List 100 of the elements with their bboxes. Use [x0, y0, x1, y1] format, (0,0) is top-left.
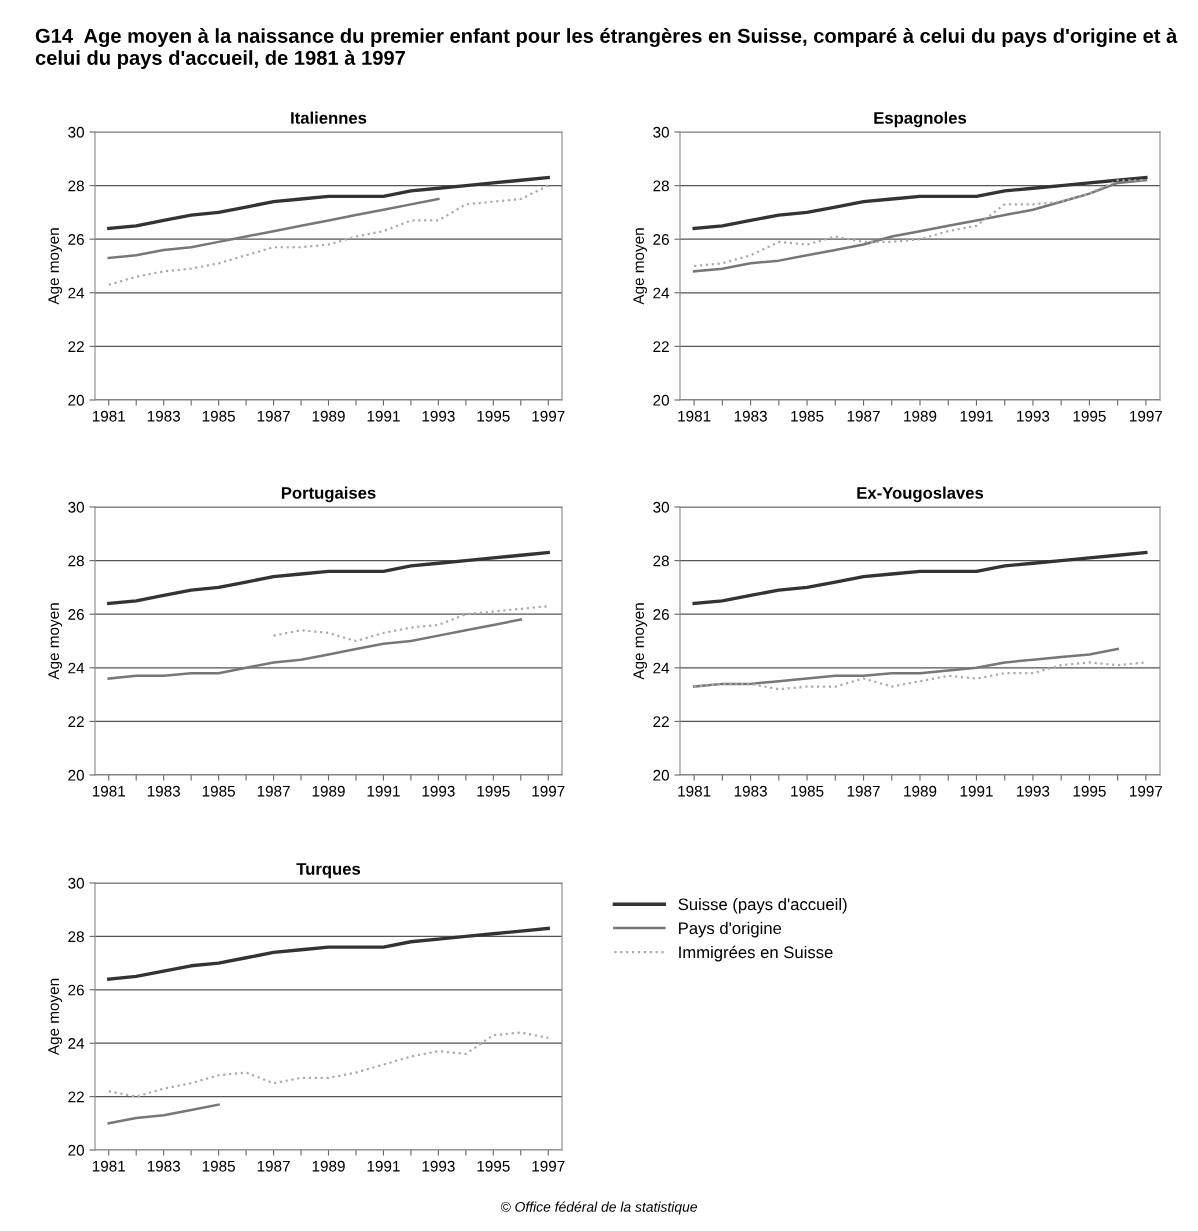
chart-title: Portugaises: [281, 486, 376, 503]
y-tick-label: 24: [68, 662, 85, 674]
x-tick-label: 1985: [791, 785, 824, 797]
y-tick-label: 20: [653, 769, 669, 781]
y-tick-label: 20: [68, 1144, 84, 1156]
x-tick-label: 1993: [1017, 410, 1050, 422]
y-axis-title: Age moyen: [633, 228, 648, 305]
y-tick-label: 24: [653, 662, 670, 674]
x-tick-label: 1981: [92, 785, 125, 797]
y-tick-label: 26: [68, 609, 84, 620]
line-series: [107, 1031, 550, 1098]
line-series: [107, 550, 550, 606]
y-tick-label: 28: [68, 931, 84, 943]
y-tick-label: 28: [653, 555, 669, 567]
line-series: [107, 197, 440, 260]
x-tick-label: 1981: [92, 410, 125, 422]
x-tick-label: 1981: [678, 410, 711, 422]
y-tick-label: 26: [653, 234, 669, 245]
chart-title: Italiennes: [291, 111, 367, 124]
y-tick-label: 24: [68, 287, 85, 299]
line-series: [693, 661, 1147, 691]
x-tick-label: 1993: [422, 785, 455, 797]
legend-label: Pays d'origine: [679, 921, 782, 938]
line-series: [692, 647, 1119, 688]
x-tick-label: 1989: [312, 410, 345, 422]
y-tick-label: 22: [653, 716, 669, 727]
x-tick-label: 1983: [147, 1160, 180, 1172]
y-axis-title: Age moyen: [48, 603, 63, 680]
x-tick-label: 1997: [532, 785, 565, 797]
x-tick-label: 1995: [477, 785, 510, 797]
y-tick-label: 30: [68, 877, 84, 889]
y-tick-label: 20: [68, 769, 84, 781]
x-tick-label: 1983: [734, 410, 767, 422]
y-tick-label: 24: [653, 287, 670, 299]
line-series: [692, 175, 1148, 231]
line-series: [692, 550, 1148, 606]
x-tick-label: 1993: [422, 1160, 455, 1172]
text: G14 Age moyen à la naissance du premier enfant pour les étrangères en Suisse, comparé à celui du pays d'origine et à celui du pays d'accueil, de 1981 à 1997: [35, 28, 1178, 69]
line-series: [107, 1103, 220, 1125]
x-tick-label: 1987: [257, 1160, 290, 1172]
x-tick-label: 1997: [1130, 785, 1163, 797]
line-series: [107, 926, 550, 981]
y-tick-label: 24: [68, 1038, 85, 1049]
chart-title: Ex-Yougoslaves: [857, 486, 984, 503]
line-series: [107, 175, 550, 231]
y-axis-title: Age moyen: [48, 978, 63, 1056]
x-tick-label: 1981: [92, 1160, 125, 1172]
y-tick-label: 20: [653, 394, 669, 406]
x-tick-label: 1983: [147, 785, 180, 797]
x-tick-label: 1985: [202, 1160, 235, 1172]
legend-label: Immigrées en Suisse: [679, 945, 833, 962]
y-tick-label: 30: [68, 126, 84, 138]
y-tick-label: 26: [68, 984, 84, 996]
y-axis-title: Age moyen: [633, 603, 648, 680]
x-tick-label: 1997: [532, 410, 565, 422]
x-tick-label: 1989: [312, 785, 345, 797]
legend-label: Suisse (pays d'accueil): [678, 898, 847, 914]
y-tick-label: 22: [68, 341, 84, 352]
x-tick-label: 1993: [1017, 785, 1050, 797]
y-tick-label: 26: [653, 609, 669, 620]
y-tick-label: 26: [68, 234, 84, 245]
x-tick-label: 1987: [847, 785, 880, 797]
x-tick-label: 1989: [312, 1160, 345, 1172]
y-tick-label: 22: [653, 341, 669, 352]
line-series: [107, 184, 550, 286]
y-tick-label: 30: [68, 501, 84, 513]
text: © Office fédéral de la statistique: [500, 1201, 698, 1215]
x-tick-label: 1991: [960, 410, 993, 422]
y-tick-label: 30: [653, 126, 669, 138]
x-tick-label: 1989: [904, 410, 937, 422]
x-tick-label: 1995: [1073, 410, 1106, 422]
y-tick-label: 28: [68, 180, 84, 192]
x-tick-label: 1991: [367, 1160, 400, 1172]
y-tick-label: 30: [653, 501, 669, 513]
x-tick-label: 1983: [147, 410, 180, 422]
x-tick-label: 1981: [678, 785, 711, 797]
line-series: [107, 618, 523, 680]
x-tick-label: 1985: [202, 410, 235, 422]
y-axis-title: Age moyen: [48, 228, 63, 305]
x-tick-label: 1987: [257, 410, 290, 422]
x-tick-label: 1991: [367, 410, 400, 422]
chart-title: Turques: [296, 863, 361, 879]
x-tick-label: 1987: [257, 785, 290, 797]
y-tick-label: 22: [68, 716, 84, 727]
x-tick-label: 1991: [960, 785, 993, 797]
x-tick-label: 1983: [734, 785, 767, 797]
x-tick-label: 1997: [532, 1160, 565, 1172]
y-tick-label: 28: [68, 555, 84, 567]
chart-title: Espagnoles: [874, 111, 967, 128]
x-tick-label: 1985: [202, 785, 235, 797]
x-tick-label: 1985: [791, 410, 824, 422]
x-tick-label: 1993: [422, 410, 455, 422]
x-tick-label: 1989: [904, 785, 937, 797]
x-tick-label: 1995: [477, 410, 510, 422]
x-tick-label: 1995: [1073, 785, 1106, 797]
x-tick-label: 1995: [477, 1160, 510, 1172]
x-tick-label: 1987: [847, 410, 880, 422]
y-tick-label: 20: [68, 394, 84, 406]
y-tick-label: 22: [68, 1091, 84, 1103]
y-tick-label: 28: [653, 180, 669, 192]
